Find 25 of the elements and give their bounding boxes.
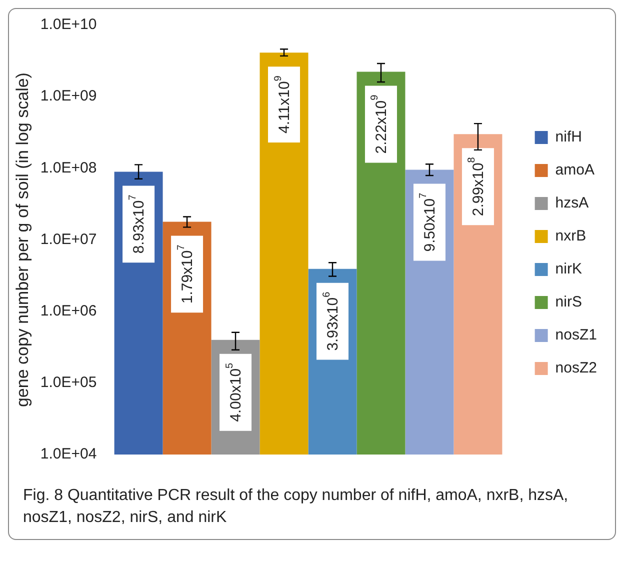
data-label: 9.50x107 [418, 192, 439, 252]
data-label: 8.93x107 [127, 194, 148, 254]
legend-label: nxrB [555, 228, 586, 245]
y-tick-label: 1.0E+07 [40, 230, 97, 248]
y-tick-label: 1.0E+09 [40, 88, 97, 105]
data-label: 2.99x108 [466, 156, 488, 216]
y-tick-label: 1.0E+10 [40, 16, 97, 34]
legend-label: nifH [555, 128, 582, 146]
y-tick-label: 1.0E+04 [40, 446, 97, 463]
caption: Fig. 8 Quantitative PCR result of the copy number of nifH, amoA, nxrB, hzsA, nosZ1, nosZ2, nirS, and nirK [22, 486, 570, 528]
legend-label: nosZ1 [555, 326, 598, 344]
data-label: 2.22x109 [370, 94, 390, 154]
legend-label: nirK [555, 260, 582, 278]
y-tick-label: 1.0E+06 [40, 302, 97, 320]
y-axis-title: gene copy number per g of soil (in log scale) [12, 72, 32, 408]
y-tick-label: 1.0E+05 [40, 374, 97, 392]
legend-label: nirS [555, 294, 582, 311]
data-label: 4.11x109 [272, 75, 294, 134]
legend-label: amoA [555, 162, 594, 179]
legend-label: hzsA [555, 194, 589, 212]
data-label: 3.93x106 [321, 291, 342, 351]
data-label: 4.00x105 [224, 362, 245, 422]
data-label: 1.79x107 [176, 244, 196, 304]
legend-label: nosZ2 [555, 360, 598, 377]
y-tick-label: 1.0E+08 [40, 159, 97, 176]
